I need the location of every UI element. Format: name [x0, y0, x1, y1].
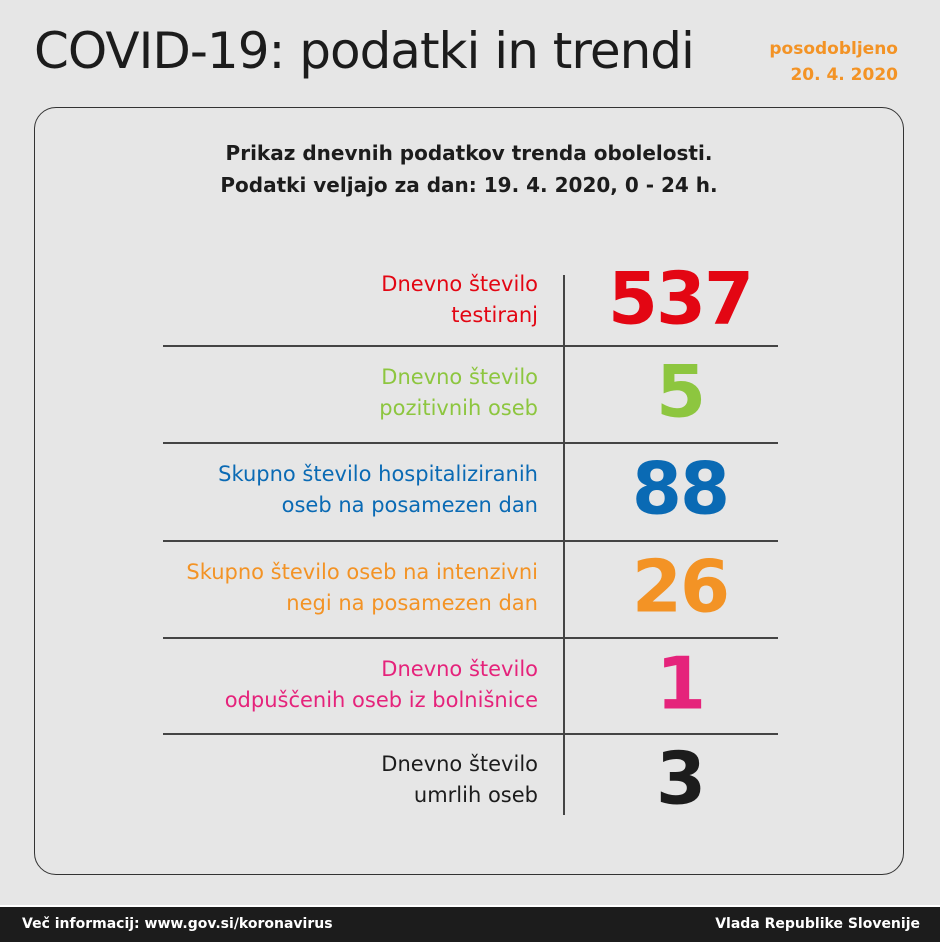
stat-row: Dnevno število pozitivnih oseb 5: [100, 345, 780, 441]
row-divider: [163, 345, 778, 347]
page-title: COVID-19: podatki in trendi: [34, 22, 695, 80]
stat-label-line-1: Skupno število hospitaliziranih: [218, 462, 538, 486]
updated-date: 20. 4. 2020: [790, 65, 898, 85]
stat-value: 5: [655, 349, 706, 434]
stat-row: Dnevno število odpuščenih oseb iz bolniš…: [100, 637, 780, 733]
row-divider: [163, 637, 778, 639]
stat-label: Dnevno število pozitivnih oseb: [379, 362, 538, 424]
stat-label-line-2: oseb na posamezen dan: [281, 493, 538, 517]
row-divider: [163, 733, 778, 735]
stat-value: 1: [655, 641, 706, 726]
organization-name: Vlada Republike Slovenije: [715, 916, 920, 932]
updated-label: posodobljeno: [769, 39, 898, 59]
stat-label-line-2: odpuščenih oseb iz bolnišnice: [224, 688, 538, 712]
stat-label: Dnevno število umrlih oseb: [381, 749, 538, 811]
stat-label: Dnevno število odpuščenih oseb iz bolniš…: [225, 654, 538, 716]
column-divider: [563, 275, 565, 815]
stat-label-line-2: pozitivnih oseb: [379, 396, 538, 420]
stat-label-line-2: negi na posamezen dan: [286, 591, 538, 615]
stat-label-line-1: Skupno število oseb na intenzivni: [186, 560, 538, 584]
subtitle-line-2: Podatki veljajo za dan: 19. 4. 2020, 0 -…: [220, 173, 718, 197]
stat-label: Dnevno število testiranj: [381, 269, 538, 331]
stat-row: Dnevno število umrlih oseb 3: [100, 732, 780, 828]
stat-label: Skupno število oseb na intenzivni negi n…: [186, 557, 538, 619]
stat-label-line-1: Dnevno število: [381, 365, 538, 389]
row-divider: [163, 442, 778, 444]
stat-value: 88: [631, 446, 730, 531]
subtitle-line-1: Prikaz dnevnih podatkov trenda obolelost…: [225, 141, 713, 165]
stat-label: Skupno število hospitaliziranih oseb na …: [218, 459, 538, 521]
updated-info: posodobljeno 20. 4. 2020: [769, 36, 898, 88]
stat-label-line-2: umrlih oseb: [413, 783, 538, 807]
stat-value: 537: [607, 256, 754, 341]
stat-row: Dnevno število testiranj 537: [100, 252, 780, 348]
footer-bar: Več informacij: www.gov.si/koronavirus V…: [0, 905, 940, 942]
stat-row: Skupno število hospitaliziranih oseb na …: [100, 442, 780, 538]
row-divider: [163, 540, 778, 542]
more-info-link[interactable]: Več informacij: www.gov.si/koronavirus: [22, 916, 333, 932]
stat-label-line-1: Dnevno število: [381, 272, 538, 296]
stat-label-line-1: Dnevno število: [381, 752, 538, 776]
subtitle: Prikaz dnevnih podatkov trenda obolelost…: [34, 137, 904, 201]
stat-label-line-1: Dnevno število: [381, 657, 538, 681]
content-panel: [34, 107, 904, 875]
stat-value: 26: [631, 544, 730, 629]
stat-value: 3: [655, 736, 706, 821]
stat-row: Skupno število oseb na intenzivni negi n…: [100, 540, 780, 636]
stat-label-line-2: testiranj: [451, 303, 538, 327]
